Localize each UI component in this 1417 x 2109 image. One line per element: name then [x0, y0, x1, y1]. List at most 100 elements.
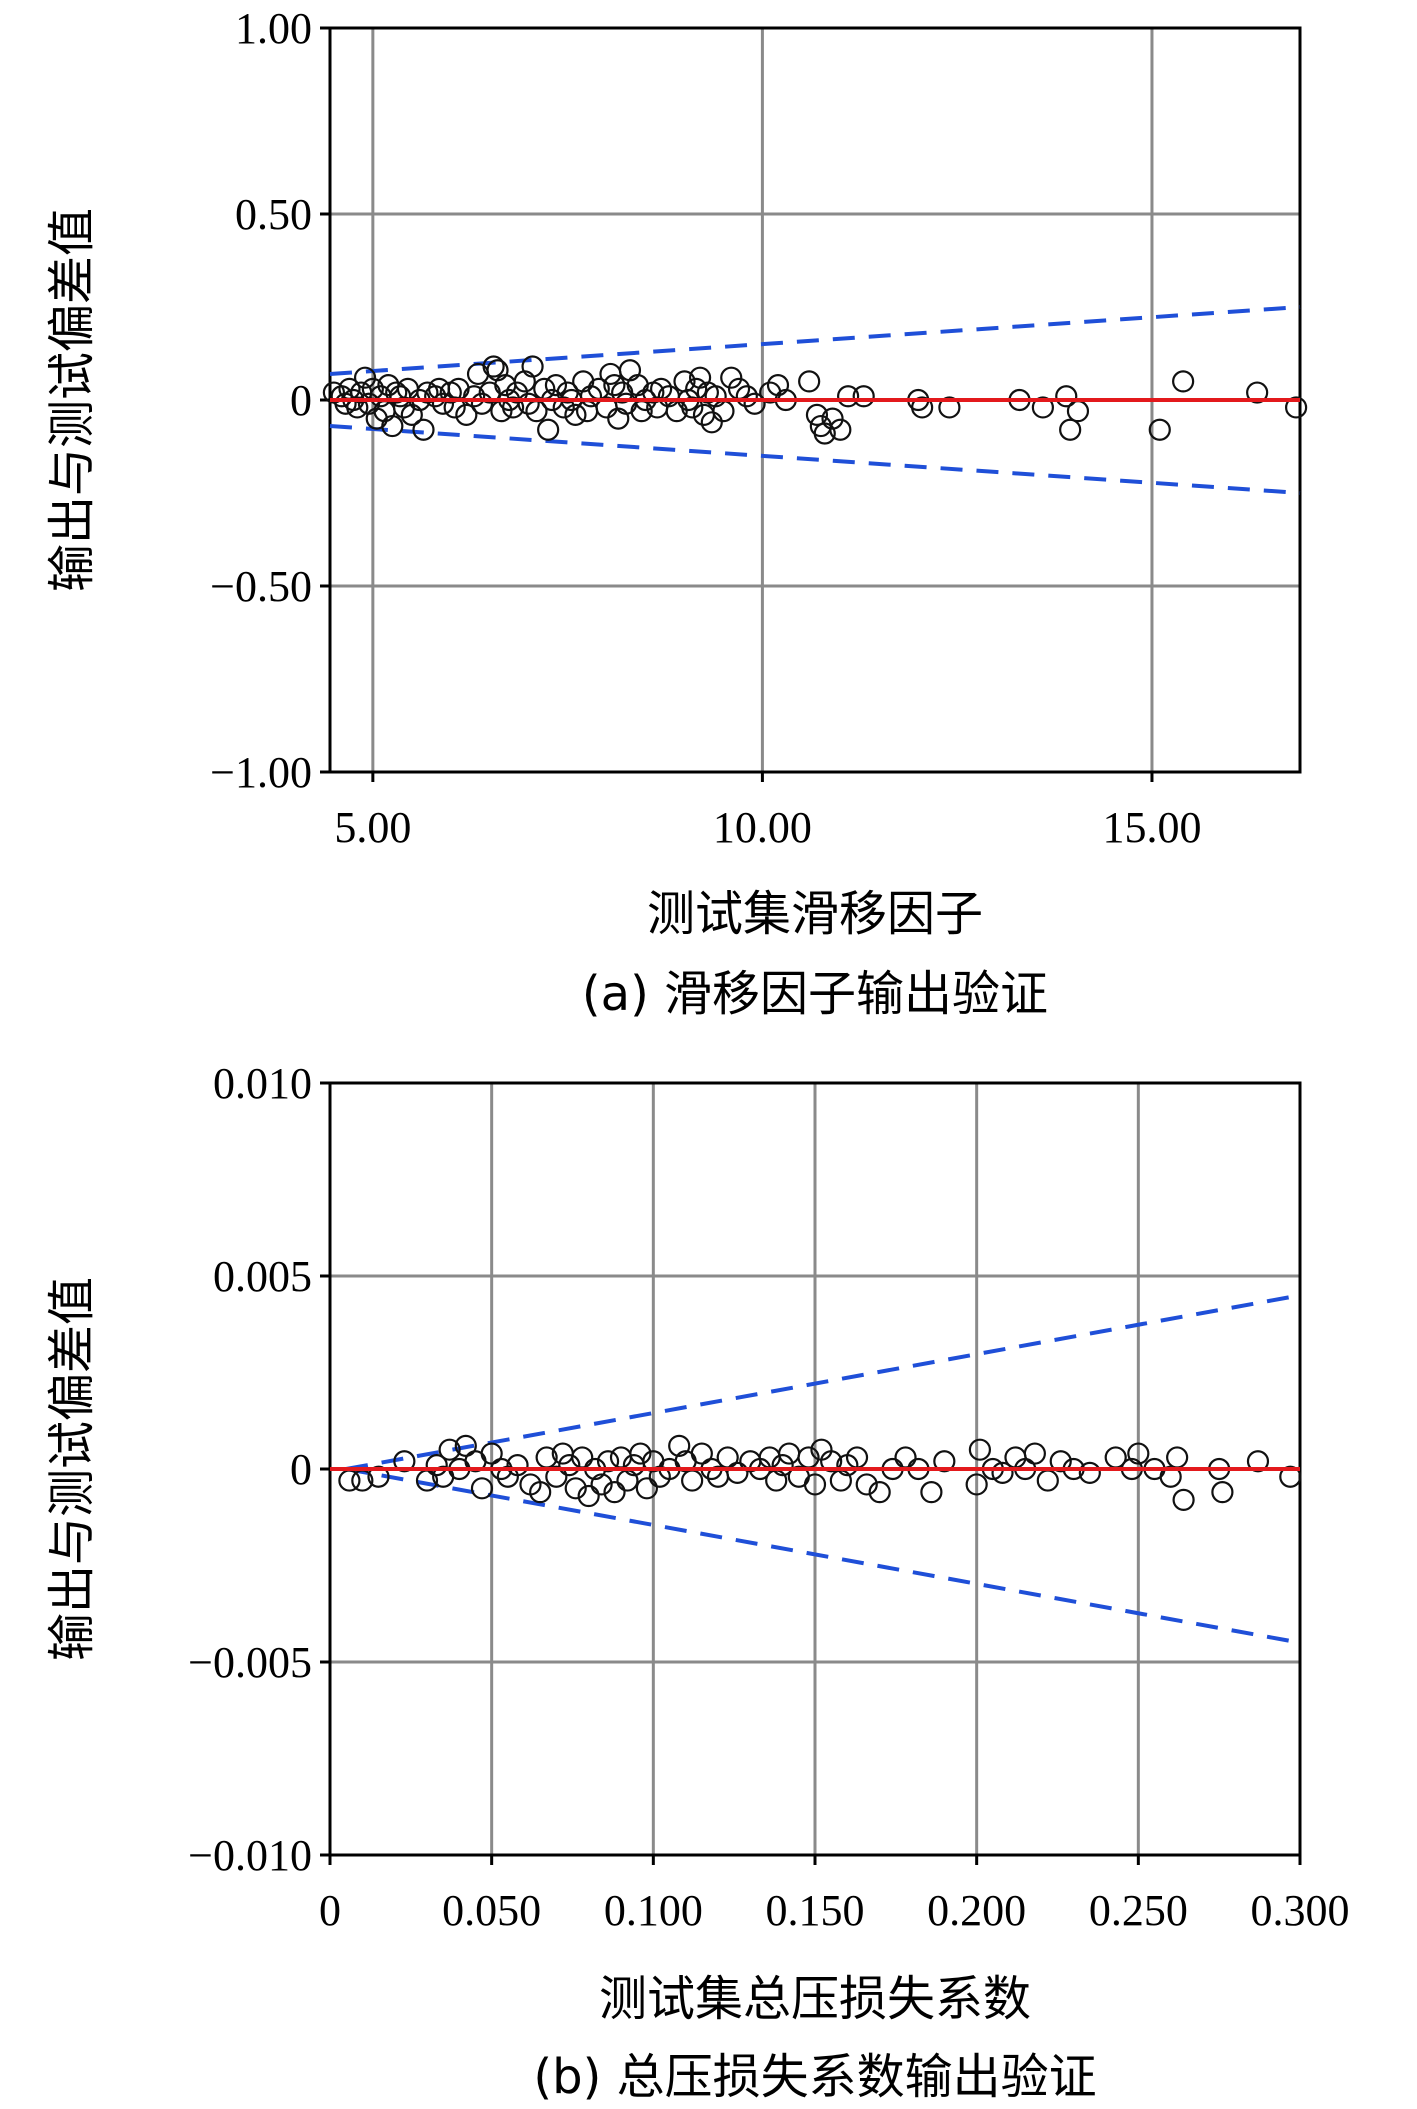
data-point	[596, 1450, 620, 1473]
data-point	[367, 1465, 390, 1488]
data-point	[805, 403, 829, 426]
data-point	[668, 1434, 691, 1457]
chart-b: 0 0.050 0.100 0.150 0.200 0.250 0.300 0.010 0.00…	[44, 1059, 1350, 2105]
data-point	[501, 396, 525, 419]
data-point	[381, 414, 404, 438]
y-tick-label: −0.005	[188, 1638, 312, 1687]
y-tick-label: 1.00	[235, 4, 312, 53]
data-point	[505, 381, 529, 404]
data-point	[894, 1446, 917, 1469]
x-tick-label: 0.050	[442, 1886, 541, 1935]
x-tick-label: 0	[319, 1886, 341, 1935]
data-point	[837, 385, 860, 408]
data-point	[635, 1477, 658, 1500]
y-axis-label: 输出与测试偏差值	[44, 208, 100, 592]
data-point	[1078, 1461, 1101, 1484]
data-point	[1031, 396, 1054, 419]
data-point	[427, 377, 451, 400]
chart-a: 5.00 10.00 15.00 1.00 0.50 0 −0.50 −1.00 测试集滑移因子…	[44, 4, 1308, 1022]
y-tick-label: −0.010	[188, 1831, 312, 1880]
data-point	[821, 407, 844, 430]
upper-bound-line	[345, 1293, 1301, 1471]
x-tick-label: 0.150	[766, 1886, 865, 1935]
lower-bound-line	[329, 424, 1301, 495]
data-point	[933, 1450, 956, 1473]
data-point	[1127, 1442, 1150, 1465]
data-point	[1066, 400, 1090, 423]
data-point	[466, 362, 490, 386]
data-point	[1246, 1450, 1270, 1473]
data-point	[855, 1473, 878, 1496]
x-tick-label: 0.300	[1251, 1886, 1350, 1935]
y-tick-label: −0.50	[210, 562, 312, 611]
data-point	[685, 377, 708, 400]
data-point	[490, 400, 513, 423]
data-point	[771, 1454, 794, 1477]
data-point	[603, 374, 626, 397]
y-axis-label: 输出与测试偏差值	[44, 1277, 100, 1661]
data-point	[447, 377, 470, 400]
data-point	[629, 1442, 652, 1465]
data-point	[599, 362, 622, 386]
data-point	[577, 1484, 600, 1508]
data-point	[533, 377, 556, 400]
data-point	[965, 1473, 988, 1496]
data-point	[564, 403, 587, 426]
data-point	[1211, 1481, 1234, 1504]
data-point	[1172, 1488, 1195, 1511]
figure-caption: (b) 总压损失系数输出验证	[533, 2049, 1096, 2105]
data-point	[537, 418, 560, 441]
data-point	[829, 418, 852, 441]
x-axis-label: 测试集总压损失系数	[599, 1971, 1031, 2027]
data-point	[743, 392, 766, 415]
y-tick-label: 0	[290, 1445, 312, 1494]
data-point	[920, 1481, 943, 1504]
data-point	[1055, 385, 1078, 408]
data-point	[438, 1438, 461, 1461]
lower-bound-line	[345, 1467, 1301, 1645]
data-point	[425, 1454, 448, 1477]
data-point	[545, 1465, 568, 1488]
data-point	[868, 1481, 891, 1504]
data-point	[521, 355, 544, 378]
data-point	[506, 1454, 529, 1477]
data-point	[564, 1477, 587, 1500]
data-point	[470, 392, 494, 415]
data-point	[716, 1446, 739, 1469]
x-axis-label: 测试集滑移因子	[647, 886, 983, 942]
x-tick-label: 15.00	[1102, 803, 1201, 852]
data-point	[1023, 1442, 1046, 1465]
data-point	[517, 392, 540, 415]
data-point	[968, 1438, 992, 1461]
data-point	[1036, 1469, 1059, 1492]
data-point	[852, 385, 875, 408]
data-point	[579, 385, 603, 408]
data-point	[455, 403, 478, 426]
x-tick-label: 5.00	[334, 803, 411, 852]
x-tick-label: 0.200	[927, 1886, 1026, 1935]
data-point	[798, 370, 821, 393]
y-tick-label: 0.010	[213, 1059, 312, 1108]
data-point	[576, 400, 599, 423]
data-point	[558, 1454, 581, 1477]
data-point	[1172, 370, 1195, 393]
y-tick-label: 0.005	[213, 1252, 312, 1301]
data-point	[1049, 1450, 1072, 1473]
data-point	[938, 396, 961, 419]
data-point	[454, 1434, 477, 1457]
data-point	[590, 1473, 613, 1496]
data-point	[1246, 381, 1269, 404]
y-tick-label: 0.50	[235, 190, 312, 239]
data-point	[803, 1473, 827, 1496]
data-point	[820, 1450, 843, 1473]
data-point	[603, 1481, 626, 1504]
x-tick-label: 0.100	[604, 1886, 703, 1935]
data-point	[991, 1461, 1014, 1484]
data-point	[911, 396, 934, 419]
data-point	[353, 366, 377, 389]
y-tick-label: 0	[290, 376, 312, 425]
data-point	[463, 385, 486, 408]
data-point	[726, 1461, 749, 1484]
data-point	[480, 1442, 503, 1465]
